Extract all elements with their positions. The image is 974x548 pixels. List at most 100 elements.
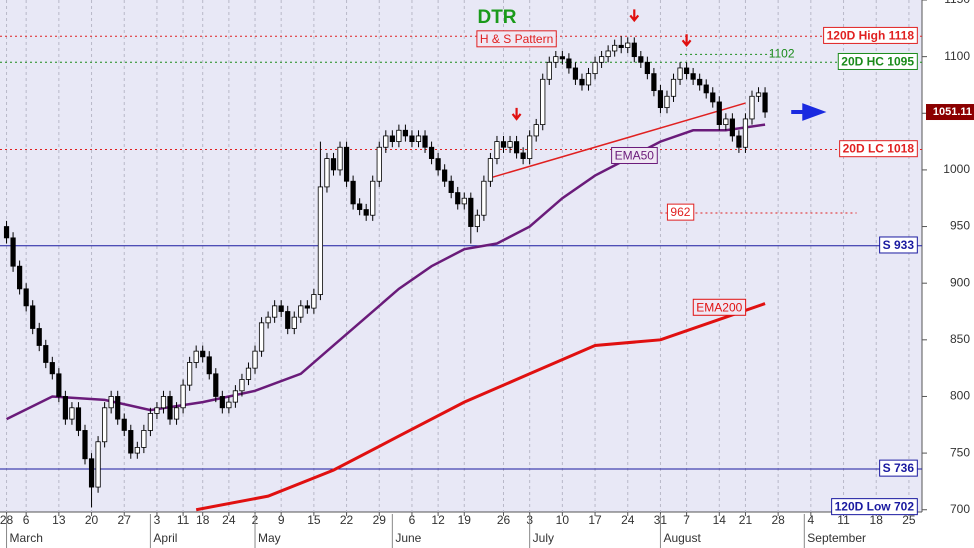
candle-body [213, 373, 219, 397]
line-series [195, 302, 766, 512]
candle-body [546, 61, 552, 80]
x-tick-label: 7 [683, 513, 690, 527]
candle-body [513, 141, 520, 154]
target-label: 962 [670, 205, 690, 219]
candle-body [683, 67, 690, 75]
candle-body [448, 180, 454, 193]
candle-body [272, 305, 278, 318]
x-tick-label: 19 [458, 513, 472, 527]
candle-body [481, 180, 487, 216]
target-label: 1102 [769, 47, 795, 61]
label-box [879, 459, 918, 477]
y-tick-label: 1100 [944, 49, 970, 63]
candle-body [311, 294, 317, 309]
candle-body [363, 209, 369, 216]
label-box [476, 30, 557, 48]
candle-body [638, 56, 644, 63]
candle-body [572, 67, 579, 80]
label-box [823, 26, 918, 44]
candle-body [376, 146, 382, 182]
x-tick-label: 13 [52, 513, 66, 527]
candle-body [697, 78, 703, 86]
month-label: March [10, 531, 43, 545]
signal-arrow [629, 9, 640, 23]
y-tick-label: 800 [950, 389, 970, 403]
candle-body [494, 141, 500, 159]
candle-body [370, 180, 376, 216]
candle-body [265, 316, 271, 324]
candle-body [95, 441, 101, 488]
y-tick-label: 850 [950, 332, 970, 346]
annotation: EMA200 [696, 300, 742, 314]
x-tick-label: 24 [222, 513, 236, 527]
candle-body [75, 407, 82, 431]
label-box [666, 203, 695, 221]
candle-body [291, 316, 297, 329]
candle-body [304, 305, 310, 309]
candle-body [108, 396, 114, 409]
candle-body [631, 42, 637, 58]
label-box [611, 146, 658, 164]
candle-body [239, 379, 245, 392]
price-tag [926, 104, 974, 121]
candle-body [88, 458, 95, 488]
x-axis-area [0, 512, 922, 548]
axis-area [922, 0, 974, 548]
candle-body [755, 92, 762, 97]
candle-body [657, 90, 664, 109]
candle-body [618, 44, 624, 48]
x-tick-label: 12 [431, 513, 445, 527]
candle-body [10, 237, 16, 267]
month-label: June [395, 531, 421, 545]
x-tick-label: 20 [85, 513, 99, 527]
candle-body [474, 214, 480, 227]
candle-body [337, 146, 343, 171]
candle-body [422, 135, 428, 148]
candle-body [598, 56, 605, 63]
candle-body [23, 288, 29, 307]
x-tick-label: 6 [409, 513, 416, 527]
x-tick-label: 27 [118, 513, 132, 527]
candle-body [258, 322, 265, 352]
x-tick-label: 3 [154, 513, 161, 527]
candle-body [102, 407, 108, 443]
candle-body [664, 95, 670, 109]
candle-body [736, 135, 742, 148]
x-tick-label: 25 [902, 513, 916, 527]
x-tick-label: 15 [307, 513, 321, 527]
candle-body [383, 135, 389, 148]
y-tick-label: 900 [950, 275, 970, 289]
candle-body [285, 311, 291, 329]
x-tick-label: 11 [177, 513, 190, 527]
candle-body [56, 373, 62, 397]
candle-body [396, 129, 402, 142]
candle-body [500, 141, 507, 148]
candle-body [49, 362, 55, 375]
candle-body [62, 396, 68, 420]
candle-body [670, 78, 677, 97]
candle-body [553, 56, 559, 63]
candle-body [206, 356, 212, 375]
candle-body [180, 384, 186, 409]
candle-body [147, 413, 153, 431]
neckline [490, 102, 746, 179]
candle-body [461, 197, 467, 205]
candle-body [710, 92, 716, 103]
candle-body [749, 95, 755, 120]
x-tick-label: 17 [588, 513, 602, 527]
x-tick-label: 11 [837, 513, 850, 527]
candle-body [343, 146, 350, 182]
candle-body [115, 396, 121, 420]
price-tag-label: 1051.11 [933, 106, 972, 118]
candle-body [468, 197, 474, 227]
month-label: May [258, 531, 281, 545]
level-label: 20D LC 1018 [843, 142, 915, 156]
candle-body [677, 67, 683, 80]
candle-body [625, 42, 631, 48]
candle-body [415, 135, 422, 142]
x-tick-label: 6 [23, 513, 30, 527]
candle-body [533, 124, 539, 137]
candle-body [762, 92, 768, 113]
candle-body [128, 430, 134, 454]
annotation: EMA50 [615, 148, 655, 162]
